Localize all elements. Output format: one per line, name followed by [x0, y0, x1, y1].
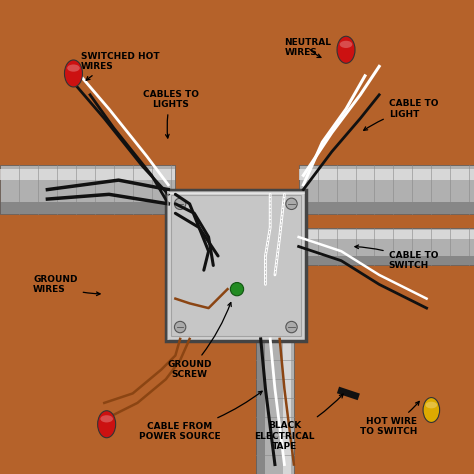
Ellipse shape	[100, 415, 113, 422]
Polygon shape	[299, 256, 474, 265]
Text: CABLES TO
LIGHTS: CABLES TO LIGHTS	[143, 90, 199, 138]
Polygon shape	[299, 169, 474, 180]
Polygon shape	[283, 332, 291, 474]
FancyBboxPatch shape	[166, 190, 306, 341]
Polygon shape	[299, 165, 474, 214]
Text: GROUND
SCREW: GROUND SCREW	[167, 302, 231, 379]
Ellipse shape	[340, 41, 352, 48]
Text: SWITCHED HOT
WIRES: SWITCHED HOT WIRES	[81, 52, 159, 80]
Text: BLACK
ELECTRICAL
TAPE: BLACK ELECTRICAL TAPE	[254, 394, 343, 451]
Polygon shape	[299, 230, 474, 239]
Text: GROUND
WIRES: GROUND WIRES	[33, 275, 100, 296]
Polygon shape	[0, 165, 175, 214]
Circle shape	[286, 321, 297, 333]
Polygon shape	[256, 332, 294, 474]
Text: CABLE FROM
POWER SOURCE: CABLE FROM POWER SOURCE	[139, 391, 262, 441]
Ellipse shape	[426, 402, 437, 408]
Text: CABLE TO
LIGHT: CABLE TO LIGHT	[364, 100, 438, 130]
Polygon shape	[299, 228, 474, 265]
Polygon shape	[0, 169, 175, 180]
Circle shape	[174, 321, 186, 333]
Circle shape	[174, 198, 186, 210]
Circle shape	[230, 283, 244, 296]
Text: HOT WIRE
TO SWITCH: HOT WIRE TO SWITCH	[360, 401, 419, 436]
Text: NEUTRAL
WIRES: NEUTRAL WIRES	[284, 38, 331, 57]
FancyBboxPatch shape	[171, 195, 301, 336]
Text: CABLE TO
SWITCH: CABLE TO SWITCH	[355, 245, 438, 270]
Polygon shape	[299, 202, 474, 214]
Ellipse shape	[423, 398, 440, 422]
Circle shape	[286, 198, 297, 210]
Polygon shape	[0, 202, 175, 214]
Ellipse shape	[98, 410, 116, 438]
Ellipse shape	[337, 36, 355, 64]
Ellipse shape	[67, 64, 80, 72]
Ellipse shape	[64, 60, 82, 87]
Polygon shape	[256, 332, 265, 474]
